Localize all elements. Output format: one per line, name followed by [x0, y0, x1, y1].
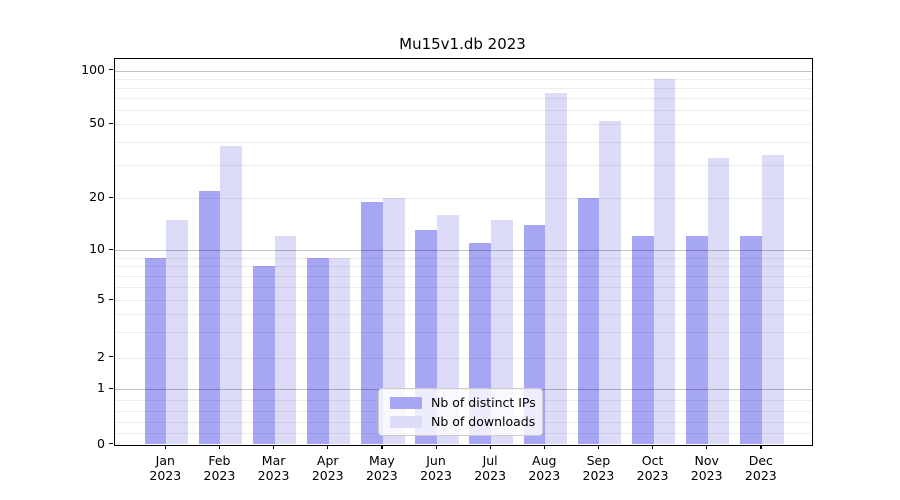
- bar-ips-may: [361, 202, 383, 445]
- bar-ips-jan: [144, 257, 167, 445]
- x-tick-mark: [273, 444, 275, 449]
- gridline-major: [115, 70, 812, 72]
- x-tick-label: Feb 2023: [203, 452, 236, 484]
- bar-ips-apr: [307, 257, 329, 445]
- gridline-minor: [115, 78, 812, 80]
- bar-ips-feb: [198, 190, 221, 445]
- plot-area: [114, 57, 813, 446]
- x-tick-mark: [218, 444, 221, 449]
- chart-title: Mu15v1.db 2023: [399, 35, 526, 53]
- y-tick-label: 2: [97, 348, 105, 364]
- y-tick-label: 10: [89, 241, 105, 256]
- legend-label-ips: Nb of distinct IPs: [431, 395, 536, 410]
- y-tick-mark: [109, 356, 113, 358]
- x-tick-label: Jun 2023: [420, 452, 452, 484]
- x-tick-label: Jan 2023: [149, 452, 182, 484]
- x-tick-mark: [652, 444, 654, 449]
- y-tick-mark: [109, 69, 113, 71]
- x-tick-mark: [327, 444, 329, 449]
- y-tick-mark: [109, 387, 113, 389]
- y-tick-mark: [109, 443, 113, 445]
- x-tick-mark: [760, 444, 762, 449]
- y-tick-label: 50: [89, 115, 105, 131]
- y-tick-label: 0: [97, 435, 105, 451]
- x-tick-label: Oct 2023: [636, 452, 669, 484]
- bar-downloads-jan: [166, 219, 188, 445]
- bar-downloads-jun: [437, 214, 459, 445]
- x-tick-label: Dec 2023: [744, 452, 777, 484]
- x-tick-label: Mar 2023: [257, 452, 290, 484]
- legend-label-downloads: Nb of downloads: [431, 414, 536, 429]
- bar-downloads-feb: [220, 146, 243, 445]
- bar-downloads-mar: [274, 236, 297, 445]
- bar-downloads-may: [382, 198, 405, 445]
- bar-downloads-dec: [761, 155, 784, 445]
- y-tick-label: 100: [81, 61, 105, 77]
- x-tick-mark: [543, 444, 545, 449]
- y-tick-mark: [109, 196, 113, 198]
- gridline-minor: [115, 98, 812, 100]
- x-tick-label: Jul 2023: [474, 452, 507, 484]
- bar-ips-nov: [686, 236, 708, 445]
- gridline-minor: [115, 110, 812, 112]
- x-tick-label: Aug 2023: [528, 452, 561, 484]
- x-tick-mark: [706, 444, 708, 449]
- gridline-minor: [115, 142, 812, 144]
- x-tick-mark: [597, 444, 600, 449]
- x-tick-mark: [381, 444, 383, 449]
- legend-swatch-downloads-icon: [390, 415, 422, 428]
- x-tick-mark: [435, 444, 437, 449]
- bar-ips-dec: [740, 236, 762, 445]
- gridline-minor: [115, 88, 812, 90]
- x-tick-label: Nov 2023: [690, 452, 723, 484]
- x-tick-mark: [164, 444, 166, 449]
- bar-downloads-aug: [545, 93, 567, 445]
- gridline-minor: [115, 124, 812, 126]
- bar-downloads-apr: [328, 257, 351, 445]
- bar-downloads-oct: [653, 78, 676, 445]
- y-tick-label: 1: [97, 380, 105, 396]
- bar-downloads-nov: [707, 157, 730, 445]
- legend-swatch-ips-icon: [390, 396, 422, 409]
- y-tick-label: 5: [97, 291, 105, 306]
- bar-ips-sep: [577, 198, 600, 445]
- x-tick-label: Sep 2023: [582, 452, 615, 484]
- x-tick-label: Apr 2023: [311, 452, 344, 484]
- legend: Nb of distinct IPs Nb of downloads: [378, 388, 543, 436]
- y-tick-mark: [109, 248, 113, 250]
- bar-downloads-sep: [599, 121, 622, 445]
- legend-row-downloads: Nb of downloads: [390, 414, 542, 429]
- y-tick-mark: [109, 298, 113, 300]
- x-tick-label: May 2023: [365, 452, 398, 484]
- x-tick-mark: [489, 444, 491, 449]
- legend-row-ips: Nb of distinct IPs: [390, 395, 542, 410]
- bar-ips-oct: [631, 236, 654, 445]
- bar-ips-mar: [252, 266, 275, 445]
- y-tick-label: 20: [89, 189, 105, 205]
- y-tick-mark: [109, 122, 113, 124]
